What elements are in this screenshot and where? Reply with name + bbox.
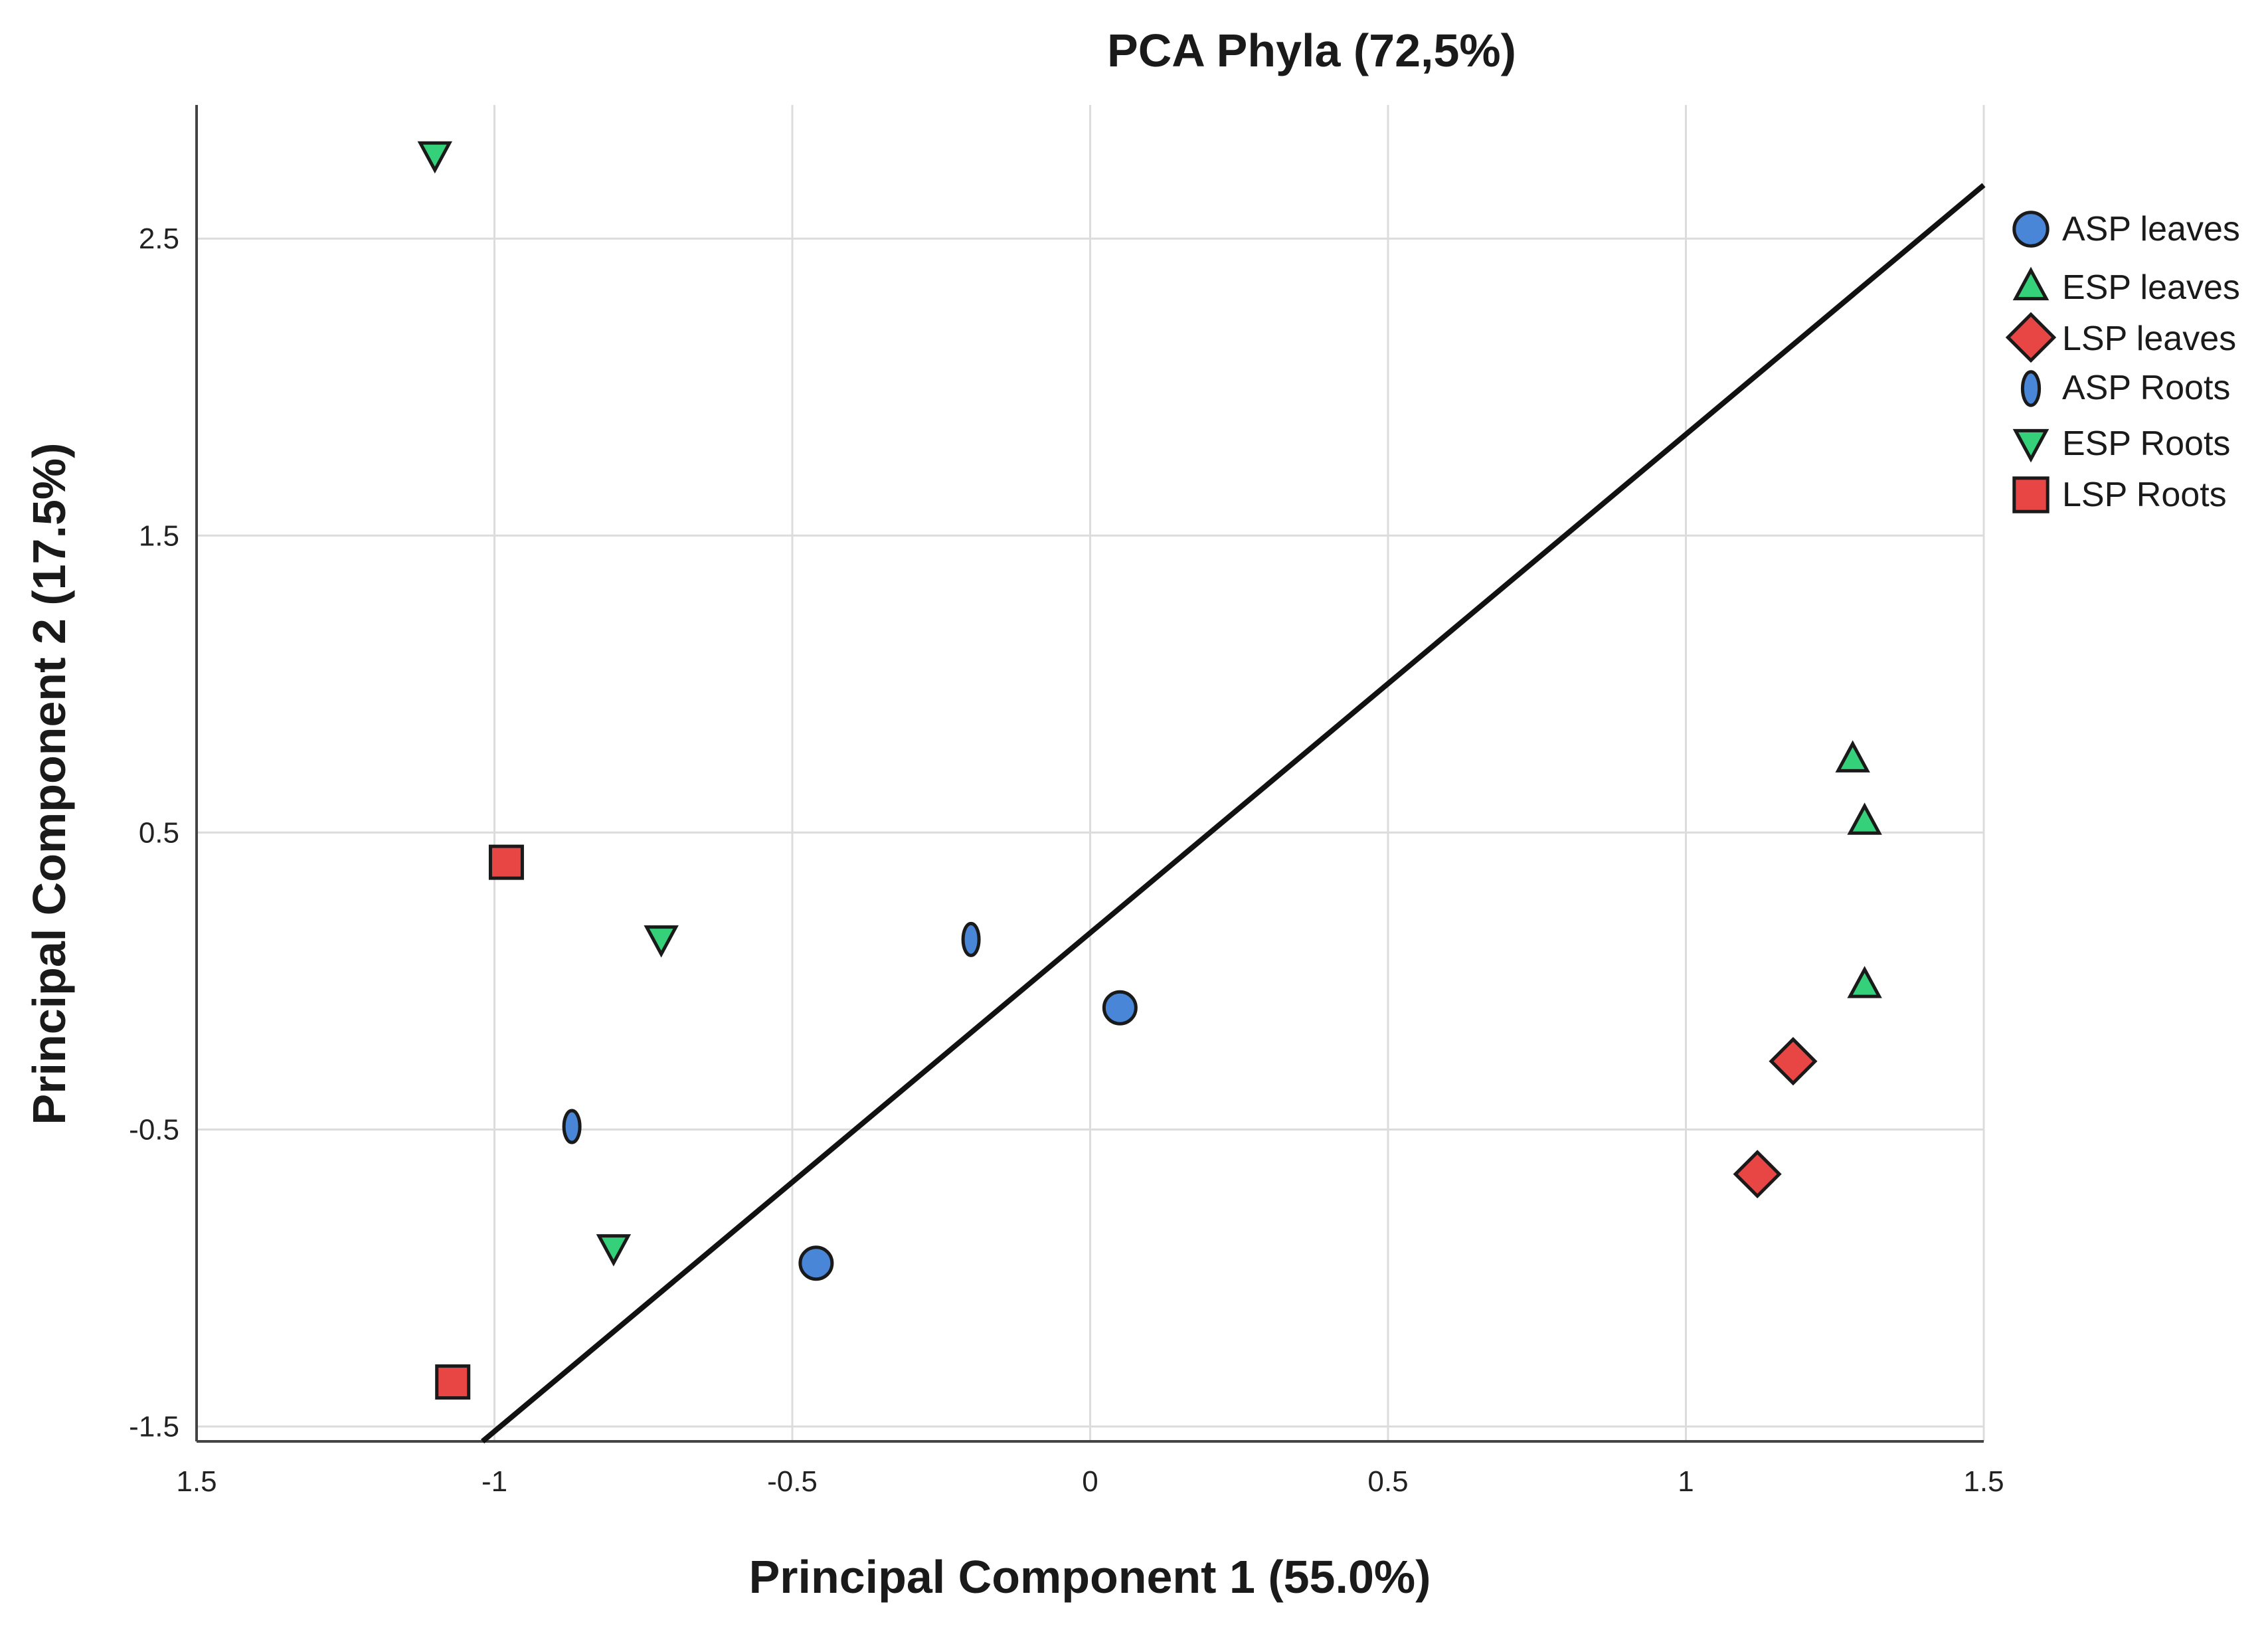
- point-lsp-leaves: [1733, 1150, 1782, 1199]
- x-tick-label: 1: [1678, 1465, 1694, 1498]
- point-lsp-roots: [488, 844, 524, 880]
- x-tick-label: 1.5: [1963, 1465, 2004, 1498]
- legend-label-lsp-roots: LSP Roots: [2062, 476, 2227, 514]
- y-tick-label: -0.5: [129, 1114, 179, 1146]
- point-esp-roots: [644, 925, 679, 958]
- point-esp-leaves: [1847, 802, 1882, 835]
- legend: ASP leaves ESP leaves LSP leaves ASP Roo…: [2005, 210, 2240, 514]
- legend-symbol-esp-roots: [2012, 428, 2050, 463]
- x-tick-label: 0: [1082, 1465, 1098, 1498]
- x-tick-label: 1.5: [176, 1465, 217, 1498]
- grid-layer: [197, 105, 1985, 1441]
- point-esp-roots: [596, 1234, 632, 1267]
- x-tick-labels: 1.5 -1 -0.5 0 0.5 1 1.5: [176, 1465, 2004, 1498]
- legend-symbols: [2005, 211, 2057, 513]
- legend-label-asp-leaves: ASP leaves: [2062, 210, 2240, 248]
- legend-label-lsp-leaves: LSP leaves: [2062, 319, 2236, 358]
- x-tick-label: -1: [481, 1465, 507, 1498]
- y-axis-label: Principal Component 2 (17.5%): [23, 443, 75, 1125]
- point-asp-roots: [961, 921, 981, 957]
- reference-line-layer: [480, 183, 1986, 1444]
- x-axis-label: Principal Component 1 (55.0%): [749, 1551, 1431, 1603]
- point-esp-leaves: [1835, 740, 1870, 773]
- chart-title: PCA Phyla (72,5%): [1107, 25, 1516, 76]
- y-tick-label: 2.5: [139, 223, 179, 255]
- point-asp-leaves: [1102, 990, 1138, 1026]
- y-tick-labels: -1.5 -0.5 0.5 1.5 2.5: [129, 223, 179, 1443]
- legend-symbol-lsp-leaves: [2005, 312, 2057, 363]
- legend-label-esp-leaves: ESP leaves: [2062, 268, 2240, 307]
- x-tick-label: -0.5: [767, 1465, 818, 1498]
- legend-symbol-lsp-roots: [2012, 476, 2050, 513]
- point-lsp-leaves: [1769, 1037, 1818, 1086]
- axes-layer: [195, 105, 1984, 1443]
- data-points: [417, 141, 1882, 1400]
- point-esp-leaves: [1847, 966, 1882, 998]
- y-tick-label: 1.5: [139, 519, 179, 552]
- diagonal-reference-line: [480, 183, 1986, 1444]
- point-lsp-roots: [435, 1364, 471, 1400]
- legend-label-asp-roots: ASP Roots: [2062, 369, 2230, 407]
- legend-symbol-asp-leaves: [2012, 211, 2050, 248]
- point-asp-roots: [562, 1109, 582, 1144]
- point-asp-leaves: [798, 1245, 834, 1281]
- legend-symbol-asp-roots: [2020, 370, 2042, 407]
- y-tick-label: 0.5: [139, 816, 179, 849]
- y-tick-label: -1.5: [129, 1411, 179, 1443]
- legend-symbol-esp-leaves: [2012, 266, 2050, 301]
- x-tick-label: 0.5: [1367, 1465, 1408, 1498]
- point-esp-roots: [417, 141, 452, 174]
- legend-label-esp-roots: ESP Roots: [2062, 424, 2230, 463]
